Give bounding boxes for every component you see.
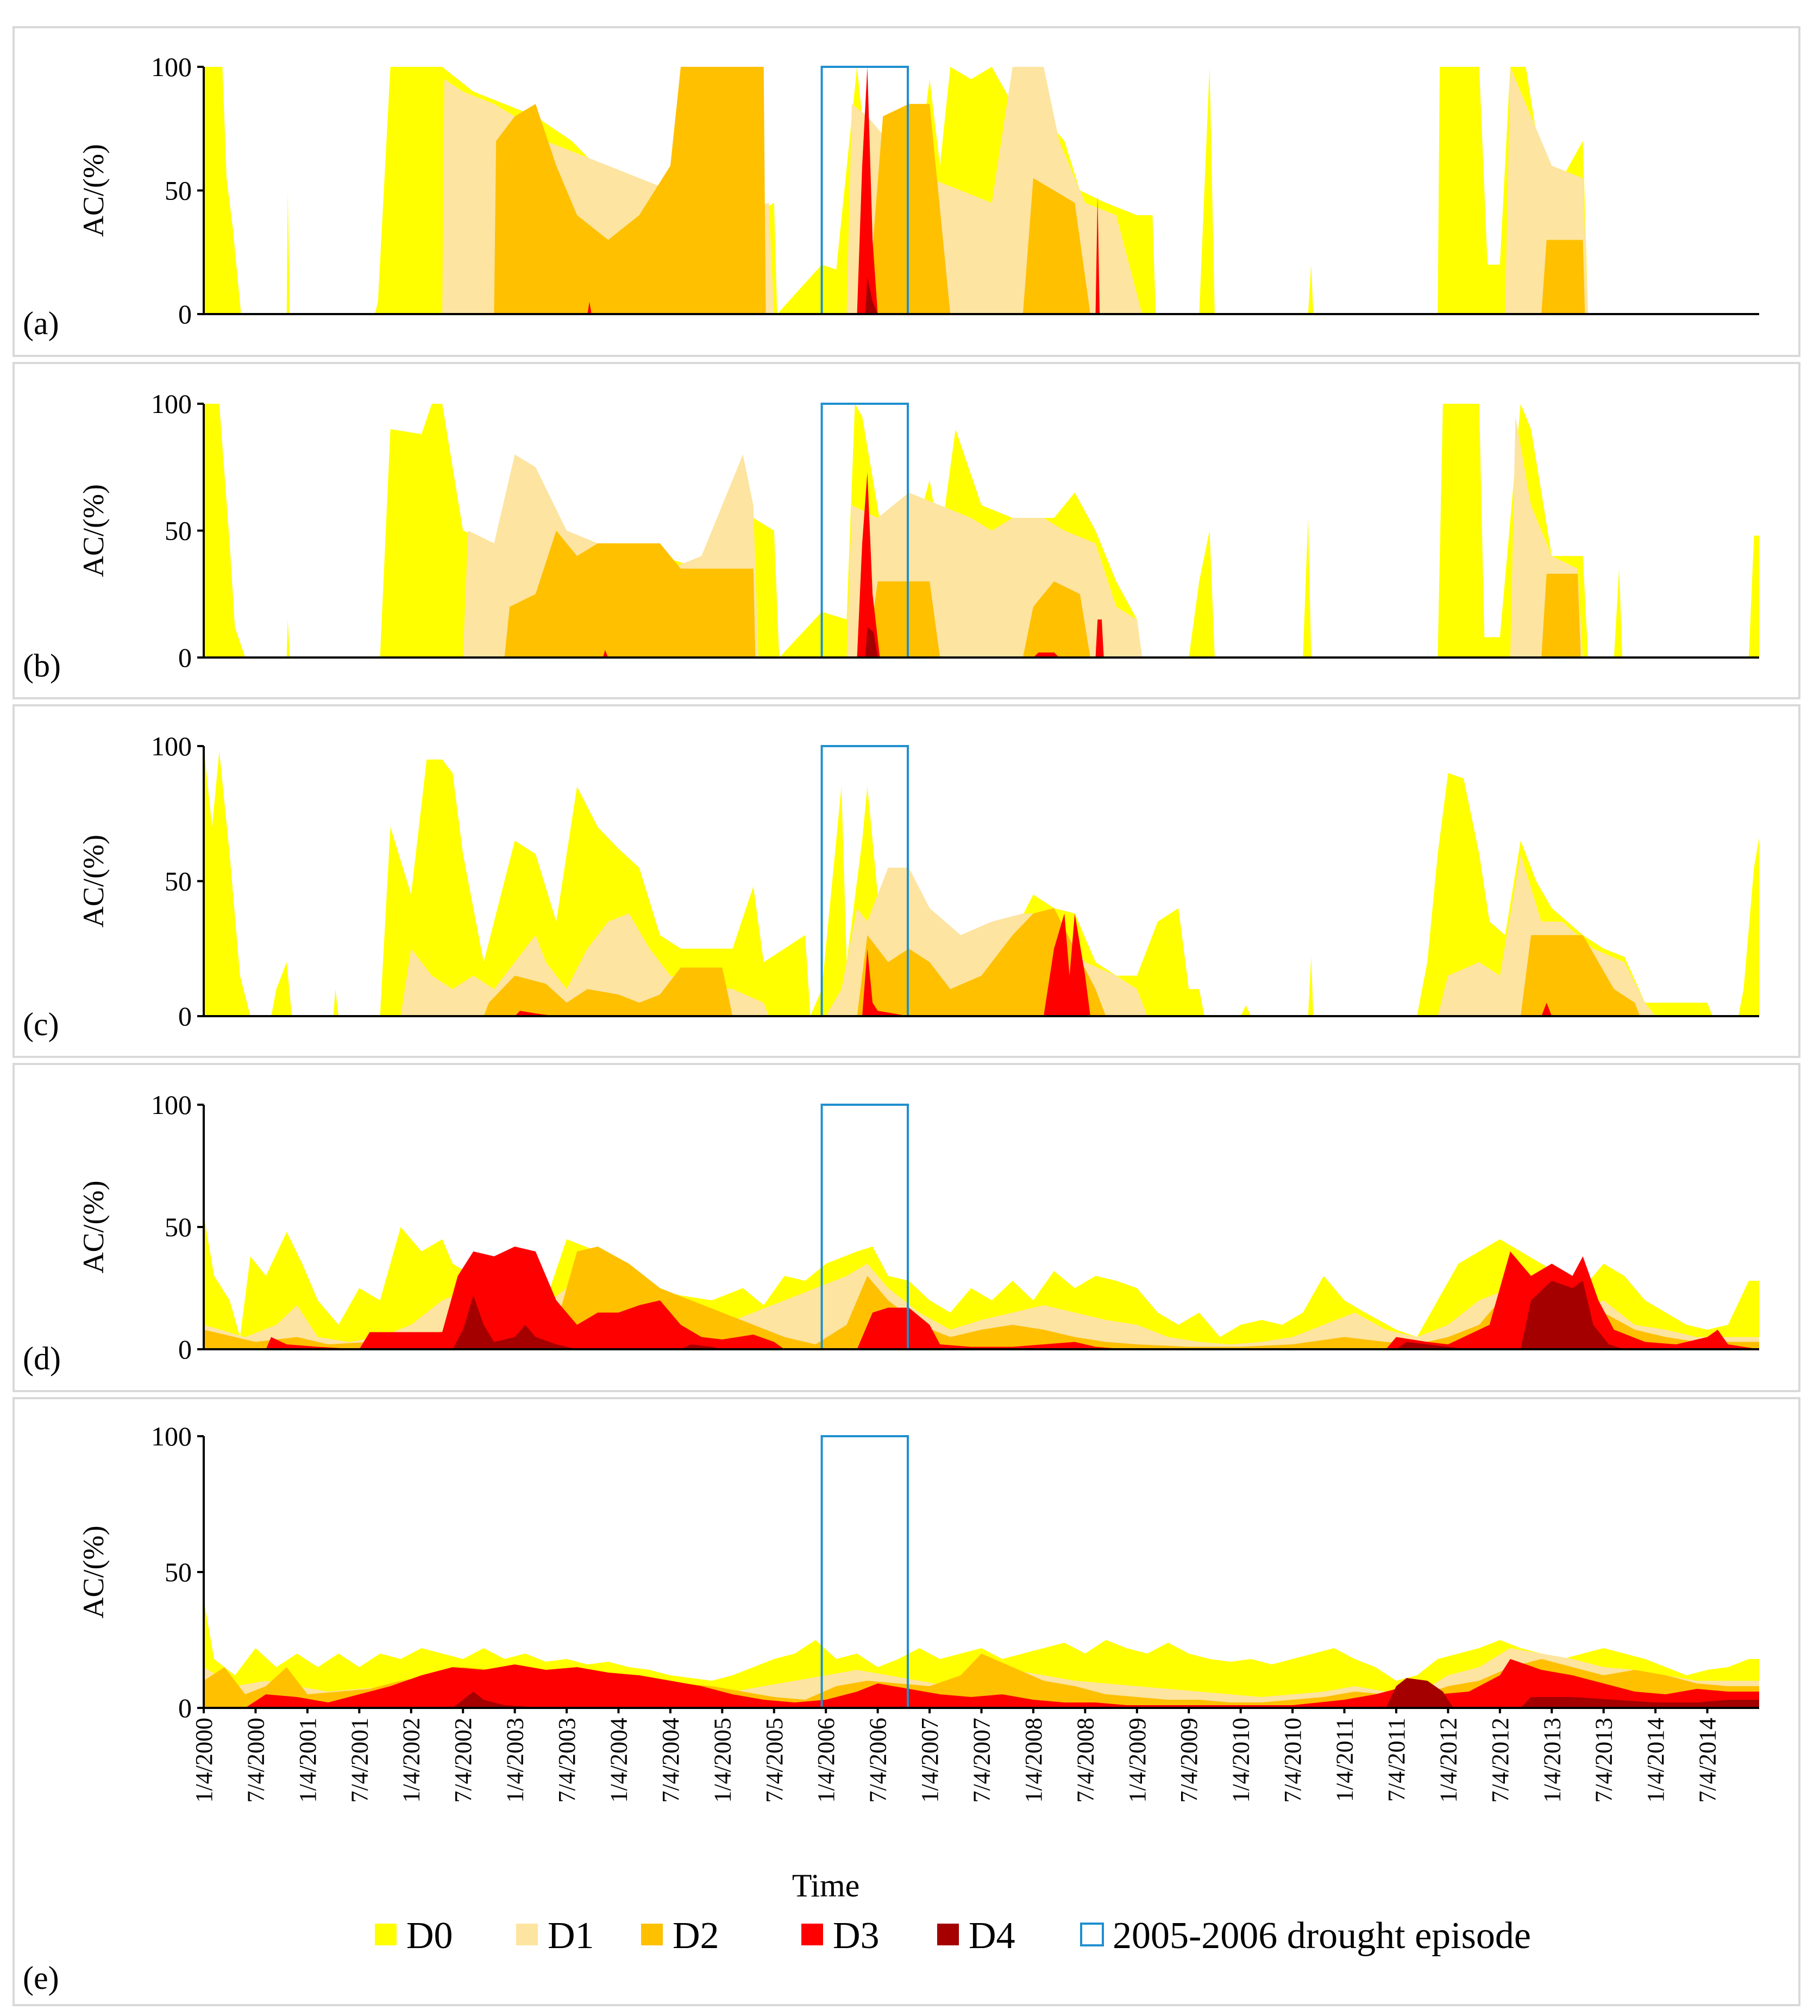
y-tick-label: 0 <box>178 1693 192 1723</box>
area-d2 <box>204 67 1759 314</box>
legend-item-d3: D3 <box>801 1915 880 1957</box>
legend-item-d2: D2 <box>641 1915 719 1957</box>
x-tick-label: 7/4/2013 <box>1591 1718 1617 1802</box>
area-series-group <box>204 67 1759 314</box>
legend-swatch <box>1080 1923 1104 1946</box>
y-tick-label: 100 <box>151 52 192 82</box>
panel-a: 0 50 100 AC/(%) (a) <box>12 26 1800 357</box>
x-tick-labels: 1/4/2000 7/4/2000 1/4/2001 7/4/2001 1/4/2002… <box>191 1708 1721 1802</box>
area-series-group <box>204 1599 1759 1708</box>
area-d4 <box>204 1281 1759 1349</box>
y-tick-label: 50 <box>165 1557 192 1587</box>
x-tick-label: 7/4/2010 <box>1279 1718 1306 1802</box>
area-series-group <box>204 746 1759 1016</box>
y-tick-label: 0 <box>178 299 192 329</box>
y-tick-label: 100 <box>151 1421 192 1451</box>
panel-e: 0 50 100 AC/(%) (e) <box>12 1397 1800 2006</box>
legend-item-d0: D0 <box>375 1915 453 1957</box>
x-tick-label: 1/4/2001 <box>294 1718 321 1802</box>
x-tick-label: 1/4/2013 <box>1539 1718 1565 1802</box>
x-tick-label: 1/4/2002 <box>398 1718 425 1802</box>
legend-swatch <box>801 1924 823 1945</box>
legend-item-d1: D1 <box>516 1915 594 1957</box>
legend-swatch <box>937 1924 959 1945</box>
y-tick-label: 100 <box>151 731 192 761</box>
y-tick-label: 50 <box>165 176 192 206</box>
y-tick-label: 50 <box>165 866 192 897</box>
legend: D0 D1 D2 D3 D4 2005-2006 drought episode <box>375 1915 1531 1957</box>
x-tick-label: 7/4/2001 <box>346 1718 373 1802</box>
y-tick-label: 0 <box>178 1334 192 1364</box>
area-series-group <box>204 1214 1759 1349</box>
x-tick-label: 7/4/2006 <box>865 1718 892 1802</box>
area-d2 <box>204 530 1759 658</box>
legend-swatch <box>641 1924 663 1945</box>
x-tick-label: 1/4/2009 <box>1124 1718 1151 1802</box>
x-tick-label: 7/4/2003 <box>554 1718 580 1802</box>
panels: 0 50 100 AC/(%) (a) 0 50 100 AC/(%) (b) 0 50 100 AC/(… <box>12 26 1800 2006</box>
legend-label: D1 <box>548 1915 594 1957</box>
x-tick-label: 7/4/2002 <box>450 1718 476 1802</box>
area-d1 <box>204 854 1759 1016</box>
x-tick-label: 1/4/2003 <box>502 1718 529 1802</box>
x-tick-label: 7/4/2009 <box>1176 1718 1202 1802</box>
area-d3 <box>204 1247 1759 1349</box>
legend-item-d4: D4 <box>937 1915 1015 1957</box>
legend-item-episode: 2005-2006 drought episode <box>1080 1915 1531 1957</box>
x-tick-label: 1/4/2007 <box>917 1718 943 1802</box>
y-tick-label: 50 <box>165 516 192 546</box>
legend-label: 2005-2006 drought episode <box>1113 1915 1531 1957</box>
x-tick-label: 1/4/2010 <box>1228 1718 1254 1802</box>
legend-label: D3 <box>833 1915 880 1957</box>
legend-swatch <box>375 1924 397 1945</box>
panel-label: (c) <box>23 1006 59 1042</box>
x-tick-label: 1/4/2011 <box>1332 1718 1358 1802</box>
x-tick-label: 7/4/2012 <box>1487 1718 1514 1802</box>
x-tick-label: 1/4/2005 <box>709 1718 736 1802</box>
y-tick-label: 0 <box>178 642 192 673</box>
y-axis-label: AC/(%) <box>77 484 110 577</box>
panel-label: (e) <box>23 1960 59 1996</box>
x-tick-label: 1/4/2008 <box>1020 1718 1047 1802</box>
area-d2 <box>204 908 1759 1016</box>
legend-swatch <box>516 1924 538 1945</box>
x-tick-label: 7/4/2014 <box>1695 1718 1721 1802</box>
panel-label: (a) <box>23 305 59 341</box>
legend-label: D0 <box>406 1915 453 1957</box>
legend-label: D2 <box>673 1915 719 1957</box>
x-tick-label: 1/4/2014 <box>1642 1718 1669 1802</box>
x-tick-label: 1/4/2000 <box>191 1718 217 1802</box>
x-tick-label: 7/4/2008 <box>1072 1718 1099 1802</box>
x-tick-label: 7/4/2004 <box>657 1718 684 1802</box>
panel-d: 0 50 100 AC/(%) (d) <box>12 1063 1800 1392</box>
x-tick-label: 7/4/2011 <box>1383 1718 1410 1802</box>
x-tick-label: 7/4/2007 <box>969 1718 995 1802</box>
y-tick-label: 0 <box>178 1001 192 1031</box>
panel-label: (b) <box>23 648 61 684</box>
y-axis-label: AC/(%) <box>77 1181 110 1274</box>
y-axis-label: AC/(%) <box>77 1526 110 1619</box>
legend-label: D4 <box>969 1915 1015 1957</box>
x-tick-label: 7/4/2005 <box>761 1718 788 1802</box>
area-series-group <box>204 404 1759 658</box>
x-tick-label: 1/4/2004 <box>605 1718 632 1802</box>
y-axis-label: AC/(%) <box>77 835 110 928</box>
panel-c: 0 50 100 AC/(%) (c) <box>12 704 1800 1058</box>
x-tick-label: 1/4/2012 <box>1435 1718 1461 1802</box>
y-tick-label: 100 <box>151 389 192 419</box>
y-tick-label: 50 <box>165 1212 192 1242</box>
panel-b: 0 50 100 AC/(%) (b) <box>12 362 1800 699</box>
y-axis-label: AC/(%) <box>77 144 110 237</box>
y-tick-label: 100 <box>151 1090 192 1120</box>
area-d3 <box>204 1659 1759 1708</box>
area-d4 <box>204 1678 1759 1708</box>
panel-label: (d) <box>23 1341 61 1376</box>
x-tick-label: 7/4/2000 <box>242 1718 269 1802</box>
x-axis-label: Time <box>792 1868 860 1904</box>
x-tick-label: 1/4/2006 <box>813 1718 839 1802</box>
